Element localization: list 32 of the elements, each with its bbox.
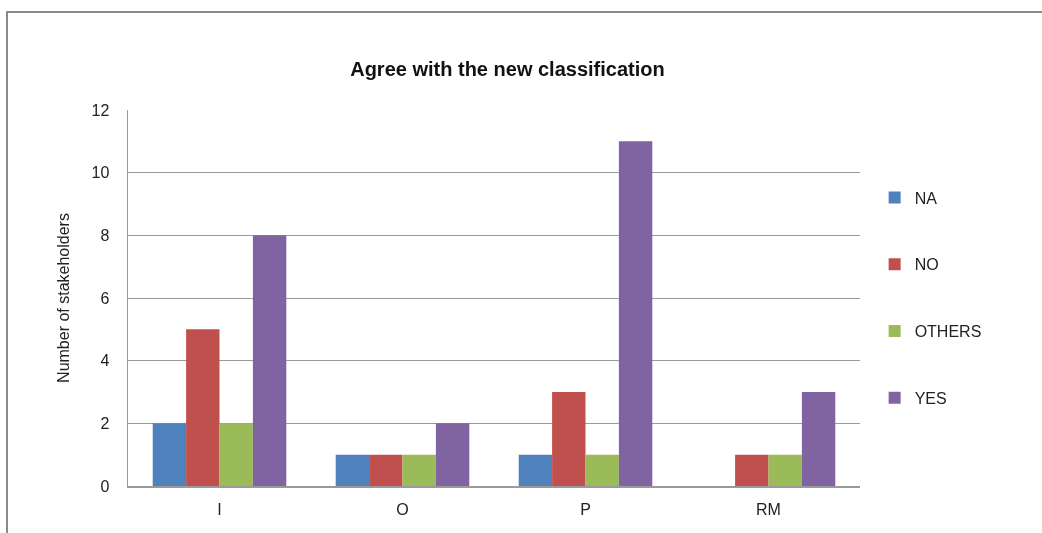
bar: [369, 454, 403, 486]
bar: [801, 392, 836, 486]
bar: [402, 454, 436, 486]
x-tick-label: O: [396, 500, 409, 518]
y-tick-label: 6: [100, 289, 110, 307]
bar: [618, 141, 653, 486]
y-tick-label: 2: [100, 414, 110, 432]
x-tick-label: P: [580, 500, 591, 518]
bar: [186, 329, 220, 486]
bar: [219, 423, 253, 486]
bar: [518, 454, 553, 486]
legend-label: NO: [914, 256, 939, 274]
bar: [735, 454, 769, 486]
bar: [768, 454, 802, 486]
y-tick-label: 10: [91, 164, 110, 182]
legend-label: NA: [914, 189, 938, 207]
y-tick-label: 0: [100, 477, 110, 495]
legend-label: YES: [914, 390, 947, 408]
bar: [152, 423, 187, 486]
bar: [585, 454, 619, 486]
y-tick-label: 8: [100, 226, 110, 244]
y-tick-label: 4: [100, 352, 110, 370]
x-tick-label: RM: [756, 500, 781, 518]
legend-label: OTHERS: [914, 323, 982, 341]
bar: [552, 392, 586, 486]
y-axis-title: Number of stakeholders: [54, 213, 72, 383]
y-tick-label: 12: [91, 101, 110, 119]
bar: [335, 454, 370, 486]
x-tick-label: I: [217, 500, 222, 518]
bar: [252, 235, 287, 486]
chart-title: Agree with the new classification: [350, 58, 665, 81]
bar: [435, 423, 470, 486]
